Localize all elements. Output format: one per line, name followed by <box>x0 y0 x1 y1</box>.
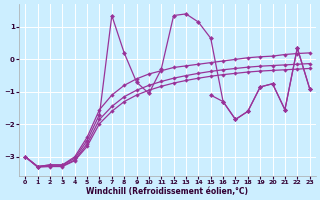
X-axis label: Windchill (Refroidissement éolien,°C): Windchill (Refroidissement éolien,°C) <box>86 187 248 196</box>
